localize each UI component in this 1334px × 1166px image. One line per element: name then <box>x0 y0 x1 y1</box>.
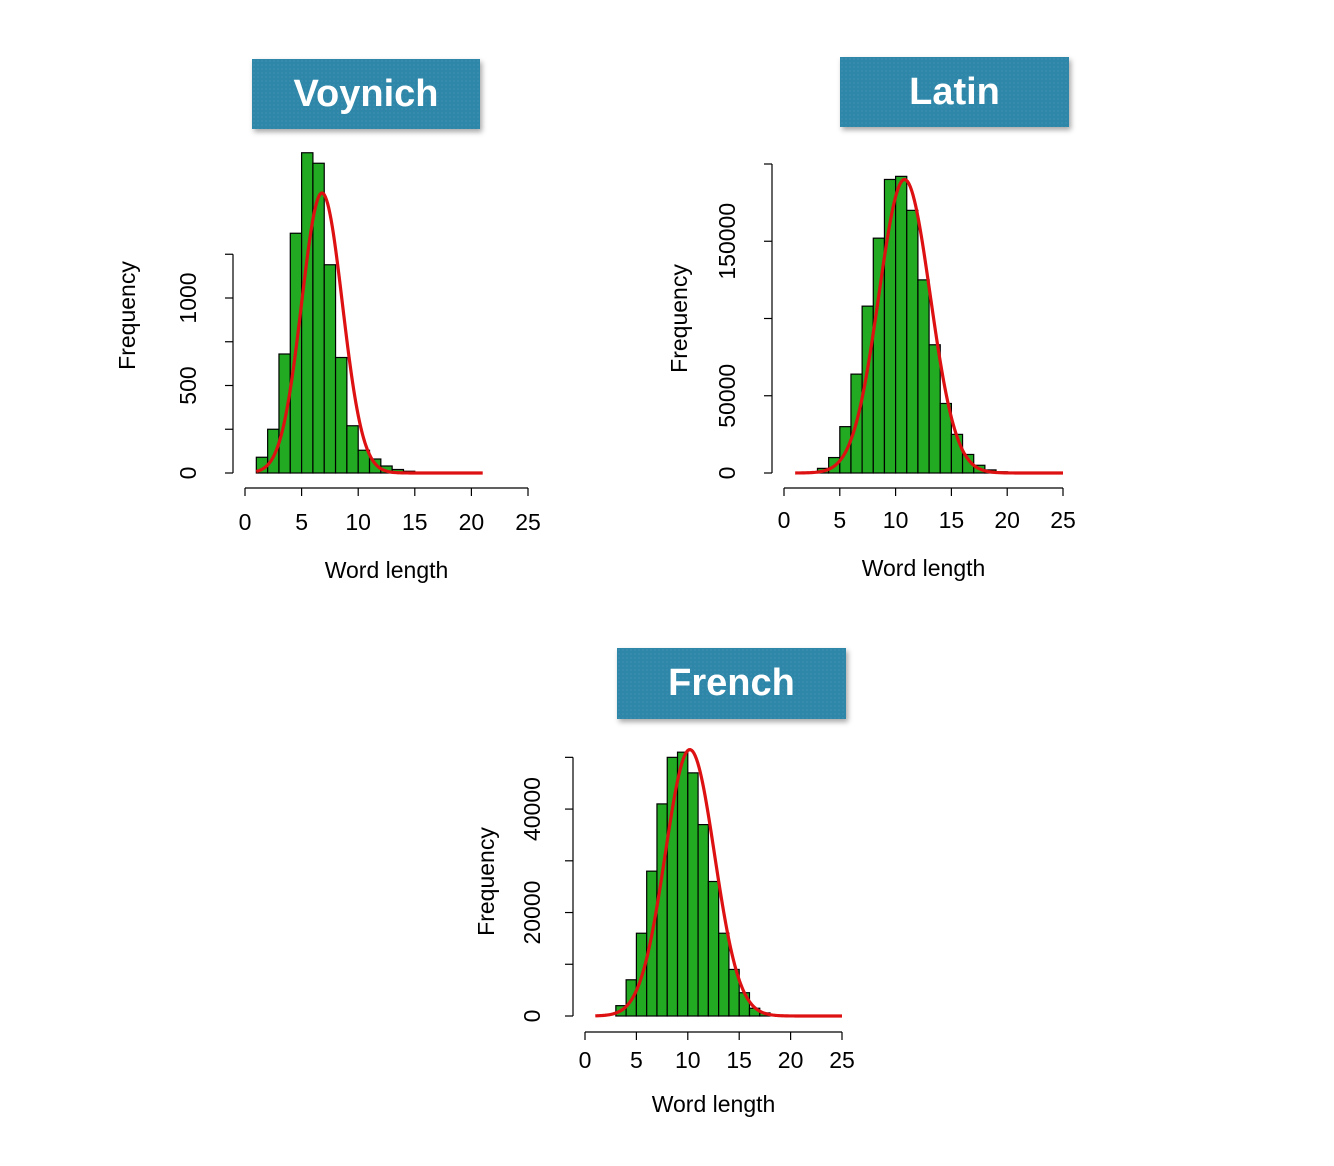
histogram-bar <box>676 751 689 1017</box>
chart-title-badge: Voynich <box>252 59 480 129</box>
x-tick-label: 15 <box>402 509 428 535</box>
y-axis: 0 50000 150000 <box>714 163 773 480</box>
y-tick-label: 0 <box>519 1010 545 1023</box>
x-tick-label: 5 <box>833 507 846 533</box>
x-tick-label: 0 <box>778 507 791 533</box>
chart-title-badge: Latin <box>840 57 1069 127</box>
y-tick-label: 1000 <box>175 272 201 323</box>
y-tick-label: 0 <box>714 467 740 480</box>
histogram-bar <box>697 823 709 1017</box>
histogram-bar <box>646 870 658 1017</box>
x-tick-label: 10 <box>345 509 371 535</box>
x-tick-label: 15 <box>726 1047 752 1073</box>
y-tick-label: 0 <box>175 467 201 480</box>
x-tick-label: 0 <box>579 1047 592 1073</box>
y-tick-label: 150000 <box>714 203 740 280</box>
x-tick-label: 25 <box>515 509 541 535</box>
x-axis: 0 5 10 15 20 25 <box>239 487 541 535</box>
y-axis: 0 20000 40000 <box>519 756 574 1023</box>
histogram-bar <box>718 932 730 1017</box>
x-axis-label: Word length <box>652 1091 776 1117</box>
bars <box>615 751 771 1017</box>
y-axis-label: Frequency <box>473 827 499 936</box>
x-axis: 0 5 10 15 20 25 <box>778 487 1076 533</box>
x-tick-label: 20 <box>778 1047 804 1073</box>
chart-title-badge: French <box>617 648 846 719</box>
x-axis-label: Word length <box>862 555 986 581</box>
histogram-bar <box>687 772 699 1017</box>
x-tick-label: 20 <box>459 509 485 535</box>
normal-curve <box>255 191 483 475</box>
normal-curve <box>595 747 842 1018</box>
voynich-histogram: 0 5 10 15 20 25 Word length 0 500 1000 Frequency <box>114 152 541 583</box>
x-tick-label: 10 <box>675 1047 701 1073</box>
x-tick-label: 0 <box>239 509 252 535</box>
x-tick-label: 5 <box>295 509 308 535</box>
x-tick-label: 10 <box>883 507 909 533</box>
y-axis-label: Frequency <box>666 264 692 373</box>
latin-histogram: 0 5 10 15 20 25 Word length 0 50000 150000 Frequen… <box>666 163 1076 581</box>
y-tick-label: 500 <box>175 366 201 404</box>
x-tick-label: 20 <box>994 507 1020 533</box>
y-tick-label: 20000 <box>519 881 545 945</box>
x-tick-label: 15 <box>939 507 965 533</box>
y-axis-label: Frequency <box>114 261 140 370</box>
x-axis: 0 5 10 15 20 25 <box>579 1031 855 1073</box>
y-axis: 0 500 1000 <box>175 253 234 480</box>
histogram-bar <box>707 880 720 1017</box>
histogram-bar <box>334 356 348 474</box>
x-tick-label: 25 <box>829 1047 855 1073</box>
latin-panel: Latin 0 5 10 15 20 25 Word length 0 50000 150000 F… <box>666 57 1076 581</box>
x-tick-label: 25 <box>1050 507 1076 533</box>
x-axis-label: Word length <box>325 557 449 583</box>
normal-curve <box>795 177 1063 475</box>
histogram-bar <box>346 425 359 474</box>
voynich-panel: Voynich 0 5 10 15 20 25 Word length 0 500 1000 Fre… <box>0 0 667 600</box>
histogram-bar <box>656 803 668 1017</box>
y-tick-label: 40000 <box>519 777 545 841</box>
x-tick-label: 5 <box>630 1047 643 1073</box>
y-tick-label: 50000 <box>714 364 740 428</box>
